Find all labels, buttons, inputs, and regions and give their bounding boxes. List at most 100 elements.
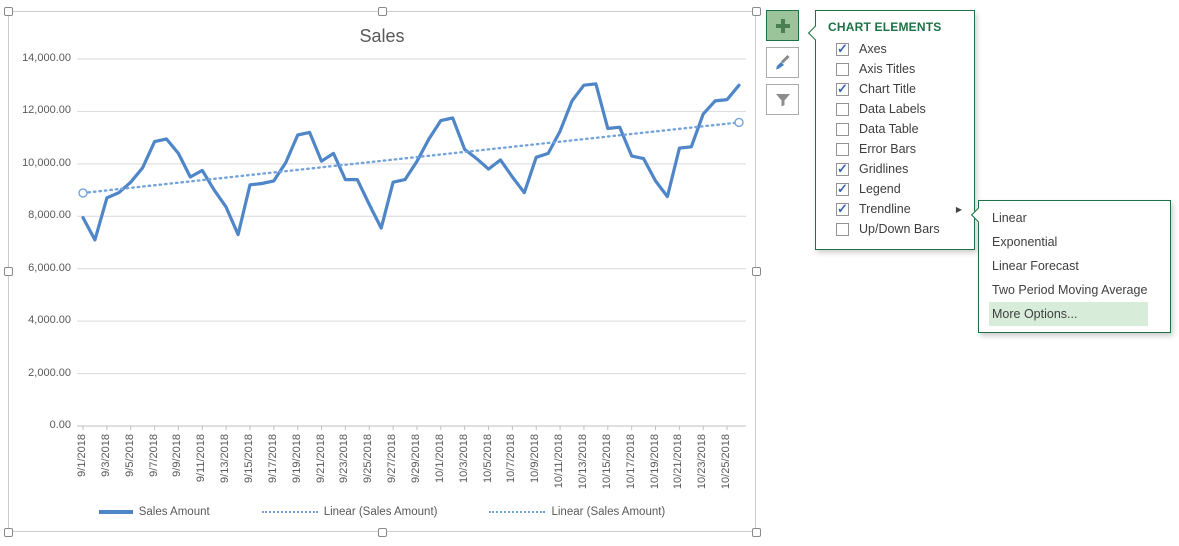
panel-item-axis-titles[interactable]: Axis Titles xyxy=(816,59,974,79)
checkbox-icon[interactable] xyxy=(836,161,849,177)
x-axis-tick-label: 10/11/2018 xyxy=(553,434,566,489)
chart-legend[interactable]: Sales Amount Linear (Sales Amount) Linea… xyxy=(9,506,755,518)
x-axis-tick-label: 10/23/2018 xyxy=(696,434,709,490)
selection-handle-top-middle[interactable] xyxy=(378,7,387,16)
checkbox-icon[interactable] xyxy=(836,122,849,136)
chart-elements-panel: CHART ELEMENTS Axes Axis Titles Chart Ti… xyxy=(807,10,975,250)
selection-handle-bottom-right[interactable] xyxy=(752,528,761,537)
checkbox-icon[interactable] xyxy=(836,41,849,57)
chart-title[interactable]: Sales xyxy=(359,26,405,46)
chart-elements-button[interactable] xyxy=(766,10,799,41)
submenu-item-more-options[interactable]: More Options... xyxy=(989,302,1148,326)
x-axis-tick-label: 10/15/2018 xyxy=(600,434,613,490)
y-axis-tick-label: 4,000.00 xyxy=(28,314,71,327)
y-axis-tick-label: 12,000.00 xyxy=(22,104,71,117)
legend-item-linear-trendline[interactable]: Linear (Sales Amount) xyxy=(261,506,438,518)
x-axis-tick-label: 9/9/2018 xyxy=(171,434,184,477)
x-axis-tick-label: 9/3/2018 xyxy=(99,434,112,477)
y-axis-tick-label: 2,000.00 xyxy=(28,366,71,379)
panel-item-label: Data Labels xyxy=(859,102,926,116)
x-axis-tick-label: 9/7/2018 xyxy=(147,434,160,477)
x-axis-tick-label: 9/5/2018 xyxy=(123,434,136,477)
x-axis-tick-label: 9/23/2018 xyxy=(338,434,351,483)
checkbox-icon[interactable] xyxy=(836,201,849,217)
selection-handle-middle-right[interactable] xyxy=(752,267,761,276)
checkbox-icon[interactable] xyxy=(836,102,849,116)
checkbox-icon[interactable] xyxy=(836,62,849,76)
panel-item-trendline[interactable]: Trendline ▶ xyxy=(816,199,974,219)
legend-item-sales-amount[interactable]: Sales Amount xyxy=(98,506,210,518)
submenu-item-exponential[interactable]: Exponential xyxy=(992,235,1058,249)
panel-item-label: Up/Down Bars xyxy=(859,222,940,236)
panel-item-legend[interactable]: Legend xyxy=(816,179,974,199)
panel-item-label: Chart Title xyxy=(859,82,916,96)
x-axis-tick-label: 10/19/2018 xyxy=(648,434,661,490)
y-axis-tick-label: 10,000.00 xyxy=(22,156,71,169)
legend-label: Linear (Sales Amount) xyxy=(323,506,438,518)
chart-styles-button[interactable] xyxy=(766,47,799,78)
line-chart-plot xyxy=(77,58,746,430)
dotted-line-swatch-icon xyxy=(489,511,546,513)
selection-handle-bottom-middle[interactable] xyxy=(378,528,387,537)
submenu-item-two-period-moving-average[interactable]: Two Period Moving Average xyxy=(992,283,1148,297)
panel-title: CHART ELEMENTS xyxy=(828,20,942,34)
plus-icon xyxy=(775,18,790,33)
legend-label: Linear (Sales Amount) xyxy=(551,506,666,518)
x-axis-tick-label: 9/15/2018 xyxy=(242,434,255,483)
dotted-line-swatch-icon xyxy=(261,511,318,513)
y-axis-tick-label: 0.00 xyxy=(49,419,71,431)
solid-line-swatch-icon xyxy=(98,510,133,514)
panel-item-axes[interactable]: Axes xyxy=(816,39,974,59)
x-axis-tick-label: 9/29/2018 xyxy=(409,434,422,483)
selection-handle-middle-left[interactable] xyxy=(4,267,13,276)
panel-item-label: Axis Titles xyxy=(859,62,916,76)
panel-item-data-labels[interactable]: Data Labels xyxy=(816,99,974,119)
x-axis-tick-label: 10/1/2018 xyxy=(433,434,446,483)
submenu-item-linear-forecast[interactable]: Linear Forecast xyxy=(992,259,1079,273)
x-axis-tick-label: 9/13/2018 xyxy=(219,434,232,483)
x-axis-tick-label: 9/19/2018 xyxy=(290,434,303,483)
x-axis-tick-label: 10/5/2018 xyxy=(481,434,494,483)
panel-item-gridlines[interactable]: Gridlines xyxy=(816,159,974,179)
panel-item-error-bars[interactable]: Error Bars xyxy=(816,139,974,159)
panel-item-label: Axes xyxy=(859,42,887,56)
checkbox-icon[interactable] xyxy=(836,81,849,97)
panel-item-label: Data Table xyxy=(859,122,919,136)
y-axis-tick-label: 6,000.00 xyxy=(28,261,71,274)
checkbox-icon[interactable] xyxy=(836,181,849,197)
panel-item-label: Trendline xyxy=(859,202,911,216)
x-axis-tick-label: 9/25/2018 xyxy=(362,434,375,483)
trendline-submenu: Linear Exponential Linear Forecast Two P… xyxy=(970,200,1171,333)
panel-item-chart-title[interactable]: Chart Title xyxy=(816,79,974,99)
x-axis-tick-label: 9/21/2018 xyxy=(314,434,327,483)
legend-label: Sales Amount xyxy=(138,506,210,518)
x-axis-tick-label: 10/17/2018 xyxy=(624,434,637,490)
x-axis-tick-label: 9/27/2018 xyxy=(386,434,399,483)
x-axis-tick-label: 9/1/2018 xyxy=(76,434,88,477)
x-axis-tick-label: 10/3/2018 xyxy=(457,434,470,483)
x-axis-tick-label: 10/9/2018 xyxy=(529,434,542,483)
y-axis-tick-label: 14,000.00 xyxy=(22,52,71,64)
chart-area[interactable]: Sales 0.00 2,000.00 4,000.00 6,000.00 8,000.… xyxy=(8,11,756,532)
panel-item-label: Error Bars xyxy=(859,142,916,156)
submenu-arrow-icon[interactable]: ▶ xyxy=(955,204,962,214)
selection-handle-top-right[interactable] xyxy=(752,7,761,16)
panel-item-up-down-bars[interactable]: Up/Down Bars xyxy=(816,219,974,239)
funnel-filter-icon xyxy=(775,93,790,106)
x-axis-tick-label: 10/25/2018 xyxy=(720,434,733,490)
selection-handle-top-left[interactable] xyxy=(4,7,13,16)
checkbox-icon[interactable] xyxy=(836,142,849,156)
submenu-item-linear[interactable]: Linear xyxy=(992,211,1027,225)
legend-item-linear-trendline-2[interactable]: Linear (Sales Amount) xyxy=(489,506,665,518)
selection-handle-bottom-left[interactable] xyxy=(4,528,13,537)
checkbox-icon[interactable] xyxy=(836,222,849,236)
panel-item-data-table[interactable]: Data Table xyxy=(816,119,974,139)
x-axis-tick-label: 10/13/2018 xyxy=(576,434,589,490)
panel-item-label: Gridlines xyxy=(859,162,909,176)
chart-filters-button[interactable] xyxy=(766,84,799,115)
x-axis-tick-label: 9/17/2018 xyxy=(266,434,279,483)
x-axis-tick-label: 9/11/2018 xyxy=(195,434,208,483)
paintbrush-icon xyxy=(776,54,790,70)
y-axis-tick-label: 8,000.00 xyxy=(28,209,71,222)
